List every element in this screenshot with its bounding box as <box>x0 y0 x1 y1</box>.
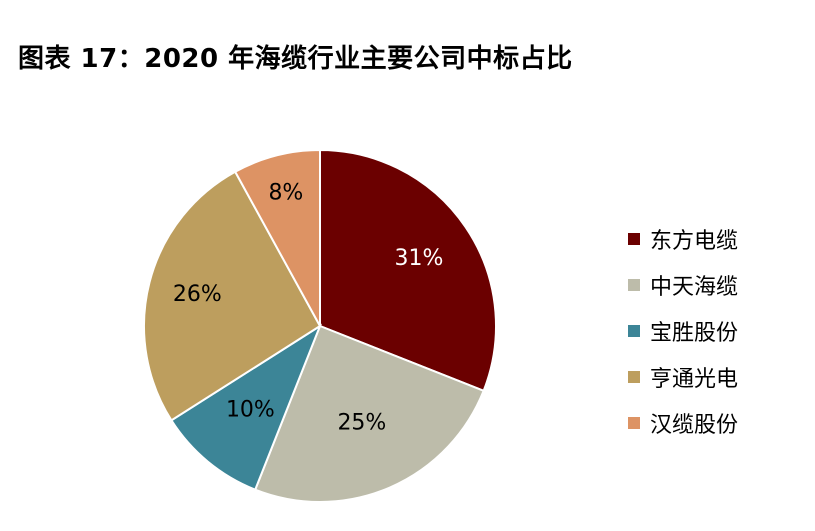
legend-label: 东方电缆 <box>650 229 739 254</box>
data-label-1: 31% <box>395 246 444 271</box>
data-label-2: 25% <box>337 410 386 435</box>
pie-slice-2 <box>253 324 485 503</box>
chart-title: 图表 17：2020 年海缆行业主要公司中标占比 <box>18 44 573 74</box>
legend-swatch <box>628 371 640 383</box>
pie-slice-1 <box>319 148 497 393</box>
legend-item: 中天海缆 <box>628 262 738 308</box>
data-label-4: 26% <box>173 282 222 307</box>
legend-swatch <box>628 233 640 245</box>
legend: 东方电缆中天海缆宝胜股份亨通光电汉缆股份 <box>628 216 738 446</box>
pie-slice-5 <box>233 148 321 327</box>
legend-label: 亨通光电 <box>650 367 739 392</box>
legend-item: 宝胜股份 <box>628 308 738 354</box>
legend-item: 汉缆股份 <box>628 400 738 446</box>
legend-label: 中天海缆 <box>650 275 739 300</box>
legend-item: 东方电缆 <box>628 216 738 262</box>
data-label-3: 10% <box>226 398 275 423</box>
pie-slice-4 <box>143 170 322 422</box>
legend-label: 汉缆股份 <box>650 413 739 438</box>
pie-slice-3 <box>170 323 323 491</box>
legend-swatch <box>628 279 640 291</box>
data-label-5: 8% <box>268 181 303 206</box>
legend-label: 宝胜股份 <box>650 321 739 346</box>
pie-slices <box>143 148 497 503</box>
pie-labels: 31% 25% 10% 26% 8% <box>173 181 444 436</box>
legend-swatch <box>628 417 640 429</box>
legend-swatch <box>628 325 640 337</box>
legend-item: 亨通光电 <box>628 354 738 400</box>
